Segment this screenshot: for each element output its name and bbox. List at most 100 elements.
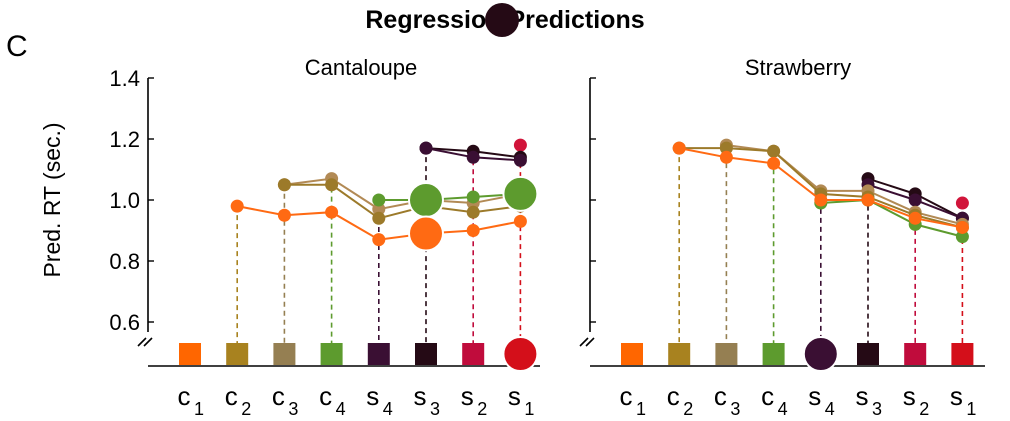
- axis-break-mark: [137, 337, 147, 347]
- data-point: [372, 233, 386, 247]
- x-tick-subscript: 1: [194, 399, 204, 419]
- title-overlay-dot: [485, 3, 519, 37]
- x-tick-subscript: 4: [383, 399, 393, 419]
- data-point: [325, 178, 339, 192]
- x-tick-label: c: [667, 381, 680, 411]
- category-marker: [226, 343, 249, 365]
- data-point: [466, 190, 480, 204]
- x-tick-subscript: 4: [778, 399, 788, 419]
- y-tick-label: 0.8: [109, 249, 140, 274]
- data-point: [513, 153, 527, 167]
- data-point: [466, 205, 480, 219]
- axis-break-mark: [143, 337, 153, 347]
- y-tick-label: 0.6: [109, 310, 140, 335]
- category-marker: [857, 343, 879, 365]
- category-marker: [320, 343, 343, 365]
- data-point: [908, 193, 922, 207]
- x-tick-label: s: [808, 381, 821, 411]
- x-tick-label: c: [319, 381, 332, 411]
- data-point: [672, 141, 686, 155]
- category-marker: [273, 343, 296, 365]
- x-tick-subscript: 2: [241, 399, 251, 419]
- highlight-category-marker: [502, 336, 539, 372]
- x-tick-subscript: 1: [636, 399, 646, 419]
- panel-title: Cantaloupe: [305, 55, 418, 80]
- data-point: [277, 208, 291, 222]
- x-tick-label: c: [714, 381, 727, 411]
- data-point: [372, 202, 386, 216]
- panel-letter: C: [6, 30, 28, 63]
- category-marker: [621, 343, 643, 365]
- y-tick-label: 1.4: [109, 66, 140, 91]
- data-point: [513, 138, 527, 152]
- category-marker: [904, 343, 927, 365]
- data-point: [466, 150, 480, 164]
- series-line: [284, 177, 521, 211]
- category-marker: [715, 343, 738, 365]
- x-tick-label: s: [414, 381, 427, 411]
- x-tick-label: s: [950, 381, 963, 411]
- category-marker: [951, 343, 974, 365]
- y-axis-label: Pred. RT (sec.): [39, 122, 65, 277]
- data-point: [955, 196, 969, 210]
- data-point: [814, 193, 828, 207]
- highlight-point: [408, 182, 444, 218]
- category-marker: [668, 343, 691, 365]
- x-tick-label: c: [178, 381, 191, 411]
- series-line: [378, 192, 521, 201]
- data-point: [513, 214, 527, 228]
- x-tick-label: s: [366, 381, 379, 411]
- x-tick-subscript: 1: [524, 399, 534, 419]
- data-point: [466, 224, 480, 237]
- x-tick-label: s: [856, 381, 869, 411]
- data-point: [767, 156, 781, 170]
- axis-break-mark: [579, 337, 589, 347]
- highlight-category-marker: [802, 336, 839, 372]
- data-point: [325, 205, 339, 219]
- data-point: [861, 193, 875, 207]
- data-point: [719, 141, 733, 155]
- x-tick-label: c: [272, 381, 285, 411]
- y-tick-label: 1.0: [109, 188, 140, 213]
- data-point: [277, 178, 291, 192]
- cantaloupe-panel: Cantaloupe 0.6 0.8 1.0 1.2 1.4 Pred. RT (sec.)…: [39, 55, 540, 419]
- data-point: [955, 220, 969, 234]
- x-tick-subscript: 4: [825, 399, 835, 419]
- x-tick-label: c: [225, 381, 238, 411]
- category-marker: [367, 343, 390, 365]
- category-marker: [462, 343, 485, 365]
- category-marker: [179, 343, 201, 365]
- data-point: [955, 230, 969, 244]
- x-tick-label: c: [761, 381, 774, 411]
- series-line: [284, 183, 521, 220]
- x-tick-label: s: [461, 381, 474, 411]
- data-point: [372, 193, 386, 207]
- x-tick-subscript: 3: [730, 399, 740, 419]
- x-tick-subscript: 3: [430, 399, 440, 419]
- series-line: [820, 198, 963, 238]
- x-tick-subscript: 4: [336, 399, 346, 419]
- axis-break-mark: [585, 337, 595, 347]
- category-marker: [415, 343, 437, 365]
- data-point: [719, 150, 733, 164]
- data-point: [419, 141, 433, 155]
- data-point: [230, 199, 244, 213]
- data-point: [372, 211, 386, 225]
- highlight-point: [502, 175, 539, 212]
- x-tick-subscript: 2: [477, 399, 487, 419]
- category-marker: [762, 343, 785, 365]
- x-tick-subscript: 2: [683, 399, 693, 419]
- x-tick-label: s: [903, 381, 916, 411]
- highlight-point: [408, 215, 444, 252]
- x-tick-label: s: [508, 381, 521, 411]
- x-tick-label: c: [620, 381, 633, 411]
- x-tick-subscript: 1: [966, 399, 976, 419]
- data-point: [908, 211, 922, 225]
- x-tick-subscript: 3: [288, 399, 298, 419]
- panel-title: Strawberry: [745, 55, 851, 80]
- x-tick-subscript: 3: [872, 399, 882, 419]
- series-line: [726, 144, 963, 226]
- y-tick-label: 1.2: [109, 127, 140, 152]
